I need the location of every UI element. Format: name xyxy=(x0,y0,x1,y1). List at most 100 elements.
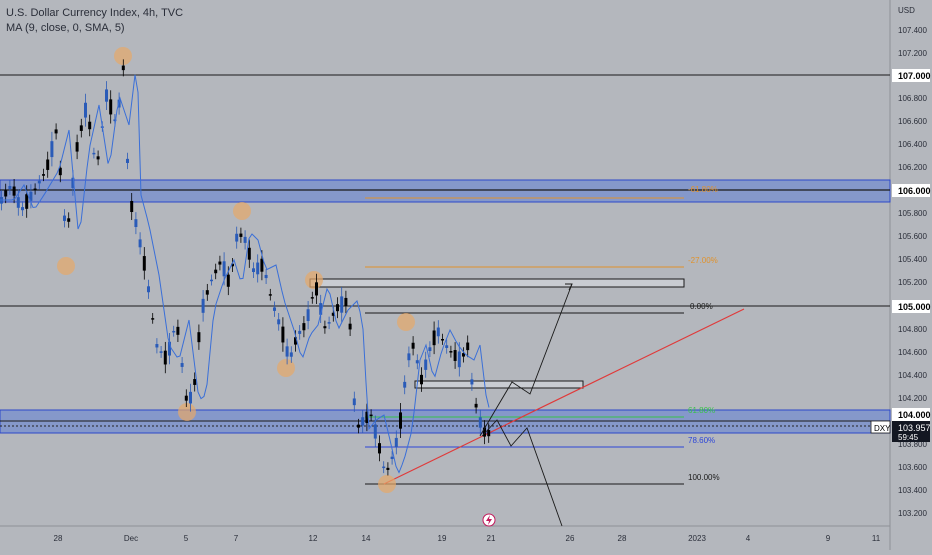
candle-body xyxy=(277,319,281,325)
fib-label-100: 100.00% xyxy=(688,473,720,482)
candle-body xyxy=(247,247,251,260)
candle-body xyxy=(407,353,411,361)
candle-body xyxy=(222,261,226,277)
candle-body xyxy=(163,350,167,365)
ascending-trendline[interactable] xyxy=(383,308,745,485)
candle-body xyxy=(403,381,407,388)
candle-body xyxy=(394,437,398,447)
candle-body xyxy=(180,363,184,367)
candle-body xyxy=(130,200,134,213)
candle-body xyxy=(294,337,297,345)
candle-body xyxy=(201,298,205,313)
candle-body xyxy=(428,347,432,352)
resistance-zone-106[interactable] xyxy=(0,179,891,203)
candle-body xyxy=(424,359,428,370)
swing-point-circle xyxy=(397,313,415,331)
price-axis-tick-label: 103.600 xyxy=(898,463,927,472)
candlestick-series xyxy=(0,59,491,476)
candle-body xyxy=(168,341,171,356)
candle-body xyxy=(218,261,222,265)
swing-point-circle xyxy=(305,271,323,289)
candle-body xyxy=(176,326,180,335)
price-axis-tick-label: 106.200 xyxy=(898,163,927,172)
countdown-text: 59:45 xyxy=(898,433,919,442)
candle-body xyxy=(298,330,302,334)
candle-body xyxy=(453,350,457,361)
bearish-projection-path[interactable] xyxy=(481,419,563,527)
current-price-text: 103.957 xyxy=(898,423,931,433)
candle-body xyxy=(197,332,201,343)
symbol-tag-text: DXY xyxy=(874,424,891,433)
candle-body xyxy=(462,353,465,357)
candle-body xyxy=(214,269,218,274)
price-tag-107-text: 107.000 xyxy=(898,71,931,81)
indicator-label[interactable]: MA (9, close, 0, SMA, 5) xyxy=(6,22,125,34)
symbol-tag xyxy=(870,420,891,434)
candle-body xyxy=(92,152,96,155)
bullish-arrow-head-icon xyxy=(565,283,573,291)
price-axis-tick-label: 104.600 xyxy=(898,348,927,357)
candle-body xyxy=(289,352,293,357)
candle-body xyxy=(8,185,12,190)
swing-point-circle xyxy=(277,359,295,377)
price-axis-tick-label: 107.400 xyxy=(898,26,927,35)
candle-body xyxy=(88,121,92,130)
time-axis-tick-label: 21 xyxy=(487,534,496,543)
candle-body xyxy=(50,141,54,158)
candle-body xyxy=(445,345,449,348)
target-box-lower[interactable] xyxy=(414,380,584,389)
price-axis-tick-label: 105.400 xyxy=(898,255,927,264)
price-tag-104 xyxy=(892,408,930,421)
bullish-projection-path[interactable] xyxy=(479,283,573,437)
candle-body xyxy=(264,274,268,279)
candle-body xyxy=(386,467,390,470)
candle-body xyxy=(466,342,470,351)
candle-body xyxy=(184,395,188,401)
price-axis-ticks: 107.400 107.200 106.800 106.600 106.400 106.2… xyxy=(898,26,927,518)
price-axis-tick-label: 106.800 xyxy=(898,94,927,103)
price-tag-106-text: 106.000 xyxy=(898,186,931,196)
candle-body xyxy=(361,417,365,426)
time-axis-tick-label: 5 xyxy=(184,534,189,543)
candle-body xyxy=(147,286,150,293)
candle-body xyxy=(42,174,45,176)
time-axis-tick-label: 14 xyxy=(362,534,371,543)
price-tag-105 xyxy=(892,300,930,313)
swing-point-circle xyxy=(233,202,251,220)
candle-body xyxy=(449,351,453,353)
price-tag-107 xyxy=(892,69,930,82)
candle-body xyxy=(306,309,310,322)
time-axis-tick-label: Dec xyxy=(124,534,138,543)
candle-body xyxy=(29,191,33,201)
swing-point-circle xyxy=(178,403,196,421)
candle-body xyxy=(126,158,129,163)
target-box-upper[interactable] xyxy=(309,278,685,288)
candle-body xyxy=(457,351,461,368)
candle-body xyxy=(336,304,339,312)
candle-body xyxy=(172,330,176,333)
candle-body xyxy=(319,303,323,315)
price-tag-106 xyxy=(892,184,930,197)
candle-body xyxy=(315,282,318,296)
price-tag-105-text: 105.000 xyxy=(898,302,931,312)
candle-body xyxy=(142,256,146,271)
candle-body xyxy=(12,186,16,196)
time-axis-tick-label: 9 xyxy=(826,534,831,543)
candle-body xyxy=(71,177,75,188)
price-axis-tick-label: 107.200 xyxy=(898,49,927,58)
time-axis-tick-label: 28 xyxy=(618,534,627,543)
candle-body xyxy=(16,197,20,208)
candle-body xyxy=(487,430,491,437)
candle-body xyxy=(226,274,230,287)
candle-body xyxy=(357,424,360,428)
candle-body xyxy=(478,417,482,428)
time-axis-tick-label: 12 xyxy=(309,534,318,543)
candle-body xyxy=(121,65,125,71)
fib-label-0: 0.00% xyxy=(690,302,713,311)
candle-body xyxy=(155,344,159,348)
fib-label-618: 61.80% xyxy=(688,406,715,415)
fib-label-786: 78.60% xyxy=(688,436,715,445)
time-axis-tick-label: 26 xyxy=(566,534,575,543)
